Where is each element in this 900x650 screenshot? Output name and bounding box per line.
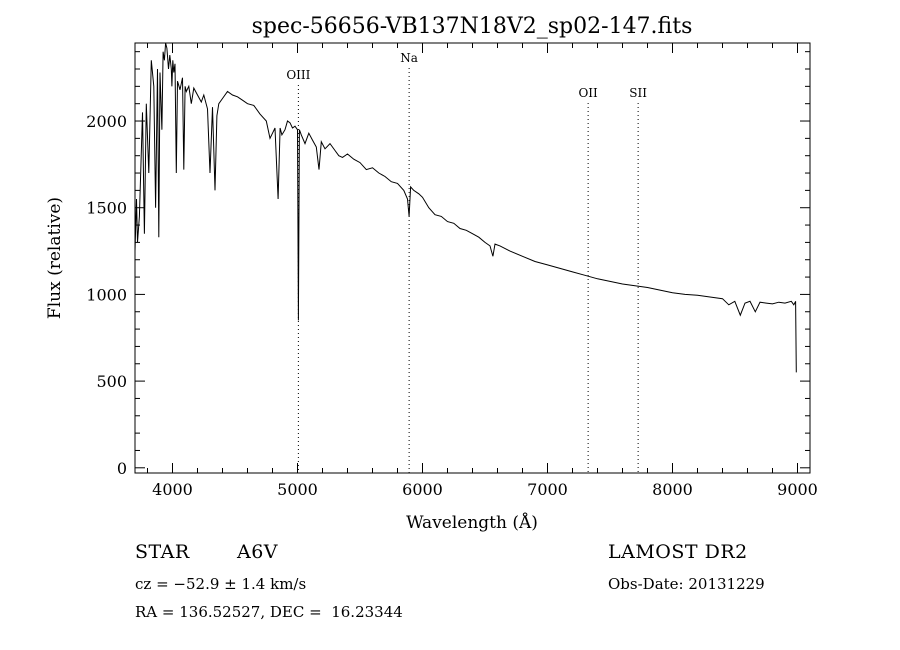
emission-line-markers: OIII Na OII SII: [286, 51, 647, 473]
plot-area: 4000 5000 6000 7000 8000 9000 0 500 1000 1500 200…: [86, 42, 818, 499]
y-axis-label: Flux (relative): [45, 197, 65, 319]
y-tick-label: 1500: [86, 199, 127, 218]
y-tick-label: 0: [117, 459, 127, 478]
plot-frame: [134, 42, 811, 474]
spectrum-chart: spec-56656-VB137N18V2_sp02-147.fits 4000…: [45, 14, 818, 533]
y-tick-label: 500: [96, 372, 127, 391]
x-axis-label: Wavelength (Å): [406, 512, 538, 533]
coordinates-readout: RA = 136.52527, DEC = 16.23344: [135, 603, 403, 621]
x-tick-label: 8000: [652, 480, 693, 499]
x-tick-label: 7000: [527, 480, 568, 499]
x-tick-label: 5000: [277, 480, 318, 499]
y-tick-label: 2000: [86, 112, 127, 131]
line-marker-label: SII: [629, 86, 647, 100]
y-tick-label: 1000: [86, 285, 127, 304]
chart-title: spec-56656-VB137N18V2_sp02-147.fits: [252, 14, 693, 39]
x-axis: 4000 5000 6000 7000 8000 9000: [147, 43, 818, 499]
redshift-readout: cz = −52.9 ± 1.4 km/s: [135, 575, 307, 593]
object-class: STAR: [135, 541, 190, 563]
survey-name: LAMOST DR2: [608, 541, 748, 563]
spectrum-line: [134, 42, 797, 373]
observation-date: Obs-Date: 20131229: [608, 575, 765, 593]
x-tick-label: 6000: [402, 480, 443, 499]
line-marker-label: Na: [400, 51, 418, 65]
x-tick-label: 9000: [777, 480, 818, 499]
line-marker-label: OII: [578, 86, 598, 100]
y-axis: 0 500 1000 1500 2000: [86, 51, 810, 478]
x-tick-label: 4000: [152, 480, 193, 499]
object-subclass: A6V: [237, 541, 279, 563]
line-marker-label: OIII: [286, 68, 310, 82]
